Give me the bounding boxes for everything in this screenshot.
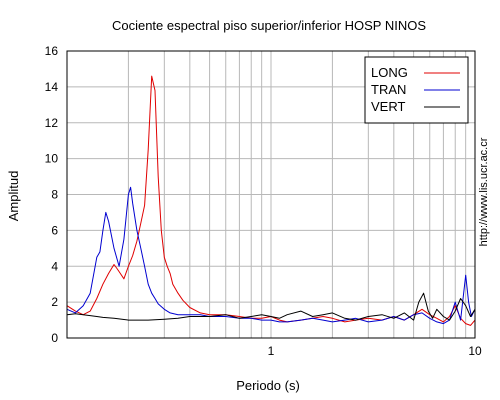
chart-title: Cociente espectral piso superior/inferio… (112, 18, 426, 33)
y-axis-label: Amplitud (6, 171, 21, 222)
plot-frame (66, 50, 476, 339)
y-tick-label: 8 (51, 188, 58, 202)
series-line-tran (66, 186, 476, 325)
y-tick-label: 6 (51, 223, 58, 237)
legend-label-vert: VERT (371, 99, 405, 114)
x-axis-label: Periodo (s) (236, 378, 300, 393)
grid (67, 51, 475, 338)
y-tick-label: 14 (45, 80, 59, 94)
x-tick-label: 1 (268, 344, 275, 358)
legend-label-long: LONG (371, 65, 408, 80)
y-tick-label: 10 (45, 152, 59, 166)
axis-ticks: 0 2 4 6 8 10 12 14 16 1 10 (45, 44, 482, 358)
legend-label-tran: TRAN (371, 82, 406, 97)
legend: LONG TRAN VERT (364, 56, 469, 124)
y-tick-label: 2 (51, 295, 58, 309)
series-line-vert (66, 292, 476, 321)
y-tick-label: 16 (45, 44, 59, 58)
series-line-long (66, 75, 476, 326)
watermark-url: http://www.lis.ucr.ac.cr (478, 137, 490, 246)
y-tick-label: 0 (51, 331, 58, 345)
y-tick-label: 4 (51, 259, 58, 273)
series-layer (66, 75, 476, 326)
x-tick-label: 10 (468, 344, 482, 358)
y-tick-label: 12 (45, 116, 59, 130)
